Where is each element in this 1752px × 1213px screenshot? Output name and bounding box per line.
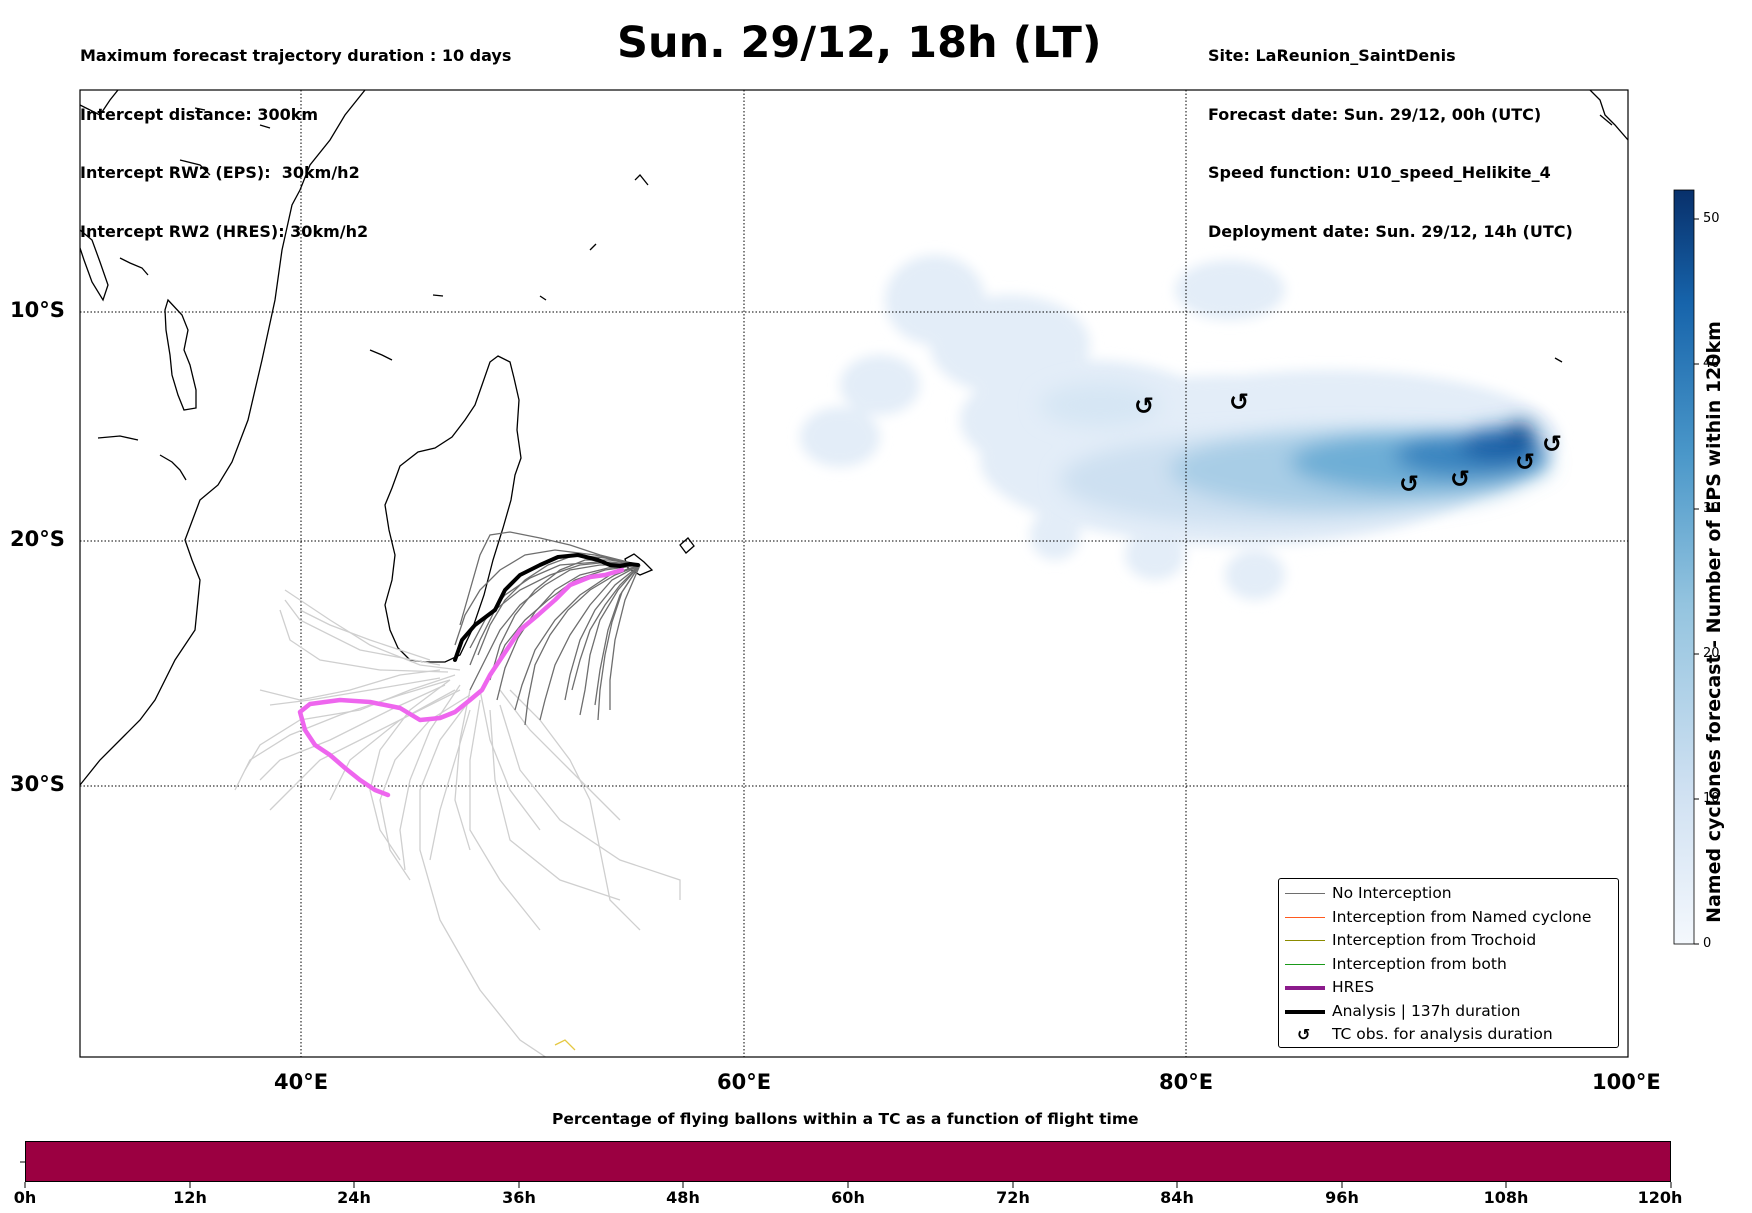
legend-item-tc-obs: ↺ TC obs. for analysis duration (1279, 1023, 1618, 1047)
flight-time-title: Percentage of flying ballons within a TC… (552, 1110, 1139, 1128)
cyclone-icon: ↺ (1297, 1025, 1311, 1044)
legend-label: TC obs. for analysis duration (1332, 1025, 1553, 1043)
tc-obs-marker: ↺ (1134, 392, 1155, 420)
legend-item-named-cyclone: Interception from Named cyclone (1279, 906, 1618, 930)
max-duration-text: Maximum forecast trajectory duration : 1… (80, 46, 512, 65)
legend-swatch (1285, 893, 1325, 895)
legend-swatch (1285, 940, 1325, 942)
legend-item-trochoid: Interception from Trochoid (1279, 929, 1618, 953)
flight-time-ticks (20, 1161, 1672, 1188)
forecast-date-text: Forecast date: Sun. 29/12, 00h (UTC) (1208, 104, 1542, 124)
hour-label: 120h (1637, 1188, 1683, 1207)
lon-label-40e: 40°E (274, 1070, 329, 1094)
legend-swatch (1285, 963, 1325, 965)
site-info-text: Site: LaReunion_SaintDenis Forecast date… (1208, 7, 1573, 261)
tc-obs-marker: ↺ (1229, 388, 1250, 416)
run-settings-text: Maximum forecast trajectory duration : 1… (80, 7, 511, 261)
legend-label: HRES (1332, 978, 1375, 996)
legend-swatch (1285, 916, 1325, 918)
lon-label-100e: 100°E (1592, 1070, 1661, 1094)
speed-function-text: Speed function: U10_speed_Helikite_4 (1208, 163, 1551, 182)
map-frame (79, 89, 1629, 1058)
coastlines (80, 90, 1628, 786)
colorbar-tick-label: 10 (1703, 791, 1720, 806)
hour-label: 0h (13, 1188, 37, 1207)
hour-label: 12h (173, 1188, 207, 1207)
legend-item-analysis: Analysis | 137h duration (1279, 1000, 1618, 1024)
gridlines (80, 90, 1628, 1057)
hour-label: 24h (337, 1188, 371, 1207)
cyclone-density-field (800, 255, 1560, 600)
hour-label: 60h (831, 1188, 865, 1207)
legend-label: Interception from both (1332, 954, 1507, 973)
legend-label: No Interception (1332, 884, 1452, 902)
trochoid-fragment (554, 1039, 576, 1051)
map-legend: No Interception Interception from Named … (1278, 878, 1619, 1048)
hour-label: 48h (666, 1188, 700, 1207)
flight-time-bar (25, 1141, 1671, 1182)
analysis-trajectory (453, 553, 640, 662)
hour-label: 96h (1325, 1188, 1359, 1207)
colorbar-tick-label: 50 (1703, 211, 1720, 226)
legend-item-no-interception: No Interception (1279, 882, 1618, 906)
colorbar-tick-label: 30 (1703, 501, 1720, 516)
hour-label: 36h (502, 1188, 536, 1207)
colorbar-tick-label: 40 (1703, 356, 1720, 371)
lat-label-30s: 30°S (10, 772, 65, 796)
eps-trajectories (454, 531, 641, 726)
intercept-eps-text: Intercept RW2 (EPS): 30km/h2 (80, 163, 360, 182)
legend-item-both: Interception from both (1279, 953, 1618, 977)
colorbar-tick-label: 20 (1703, 646, 1720, 661)
site-text: Site: LaReunion_SaintDenis (1208, 46, 1456, 65)
lon-label-60e: 60°E (717, 1070, 772, 1094)
legend-label: Interception from Named cyclone (1332, 907, 1592, 926)
legend-item-hres: HRES (1279, 976, 1618, 1000)
lat-label-20s: 20°S (10, 527, 65, 551)
tc-obs-marker: ↺ (1542, 430, 1563, 458)
hour-label: 84h (1160, 1188, 1194, 1207)
tc-obs-marker: ↺ (1399, 470, 1420, 498)
hour-label: 72h (996, 1188, 1030, 1207)
legend-swatch (1285, 1009, 1325, 1014)
lat-label-10s: 10°S (10, 298, 65, 322)
colorbar (1673, 189, 1695, 945)
hour-label: 108h (1483, 1188, 1529, 1207)
tc-obs-marker: ↺ (1450, 465, 1471, 493)
eps-trajectories-late (234, 589, 681, 1057)
hres-trajectory (297, 567, 625, 798)
tc-obs-marker: ↺ (1515, 448, 1536, 476)
colorbar-title: Named cyclones forecast - Number of EPS … (1703, 321, 1725, 923)
colorbar-ticks (1694, 218, 1699, 945)
intercept-hres-text: Intercept RW2 (HRES): 30km/h2 (80, 221, 369, 241)
deployment-date-text: Deployment date: Sun. 29/12, 14h (UTC) (1208, 221, 1573, 241)
legend-swatch (1285, 986, 1325, 990)
lon-label-80e: 80°E (1159, 1070, 1214, 1094)
legend-label: Analysis | 137h duration (1332, 1001, 1521, 1020)
colorbar-tick-label: 0 (1703, 936, 1712, 951)
intercept-distance-text: Intercept distance: 300km (80, 104, 319, 124)
page-title: Sun. 29/12, 18h (LT) (617, 18, 1102, 68)
legend-label: Interception from Trochoid (1332, 931, 1537, 949)
